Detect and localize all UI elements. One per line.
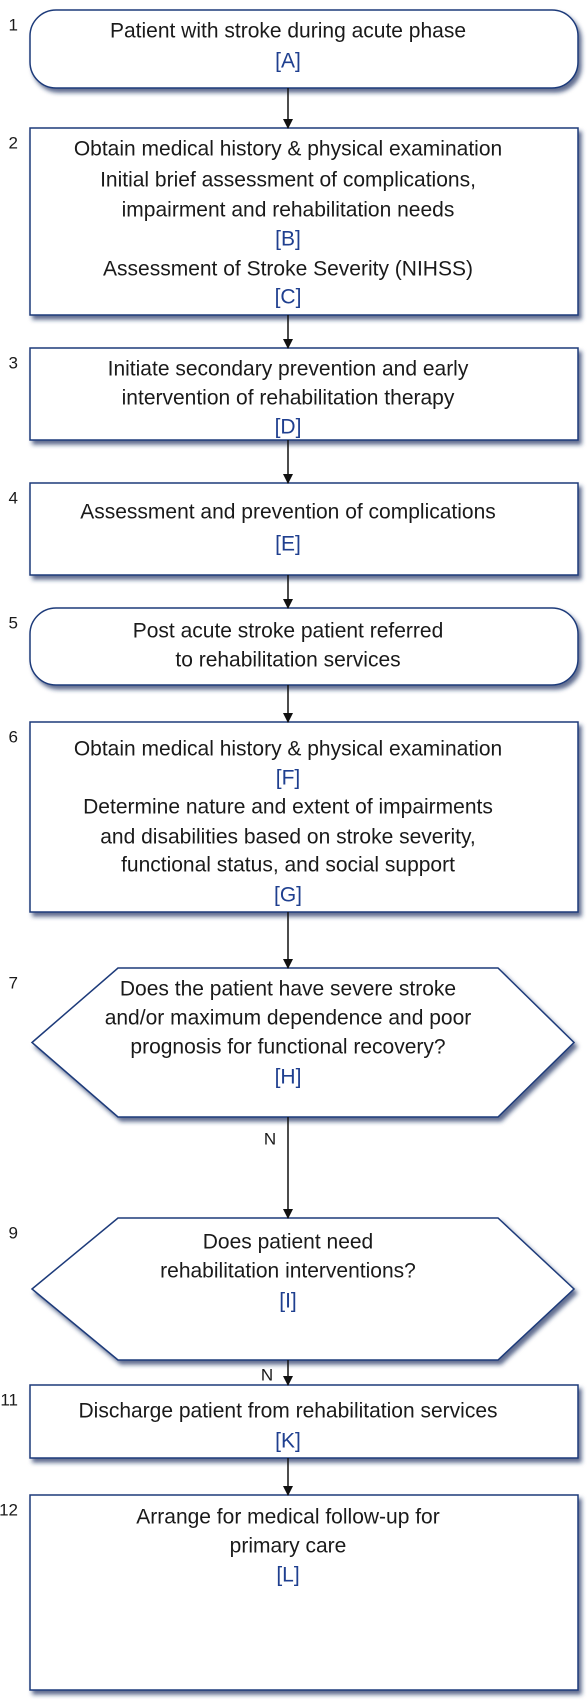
node-text: prognosis for functional recovery? bbox=[130, 1036, 445, 1059]
step-number: 9 bbox=[9, 1223, 18, 1242]
reference: [D] bbox=[275, 416, 302, 439]
step-number: 11 bbox=[0, 1390, 18, 1409]
node-text: Post acute stroke patient referred bbox=[133, 620, 444, 643]
edge-label: N bbox=[264, 1129, 276, 1148]
terminal-box bbox=[29, 9, 579, 89]
step-number: 5 bbox=[9, 613, 18, 632]
process-box bbox=[29, 127, 579, 316]
node-text: Initial brief assessment of complication… bbox=[100, 169, 476, 192]
reference: [I] bbox=[279, 1290, 297, 1313]
node-text: and/or maximum dependence and poor bbox=[105, 1007, 472, 1030]
node-text: Arrange for medical follow-up for bbox=[136, 1506, 439, 1529]
node-text: Patient with stroke during acute phase bbox=[110, 20, 466, 43]
process-box bbox=[29, 1494, 579, 1691]
decision-box bbox=[30, 967, 576, 1118]
node-text: primary care bbox=[230, 1535, 347, 1558]
reference: [G] bbox=[274, 884, 302, 907]
node-text: impairment and rehabilitation needs bbox=[122, 199, 455, 222]
process-box bbox=[29, 1384, 579, 1459]
node-text: Assessment of Stroke Severity (NIHSS) bbox=[103, 258, 473, 281]
reference: [E] bbox=[275, 533, 301, 556]
step-number: 1 bbox=[9, 15, 18, 34]
step-number: 6 bbox=[9, 727, 18, 746]
decision-box bbox=[30, 1217, 576, 1361]
node-text: to rehabilitation services bbox=[175, 649, 400, 672]
reference: [H] bbox=[275, 1066, 302, 1089]
edge-label: N bbox=[261, 1365, 273, 1384]
node-text: and disabilities based on stroke severit… bbox=[100, 826, 475, 849]
step-number: 2 bbox=[9, 133, 18, 152]
reference: [C] bbox=[275, 286, 302, 309]
node-text: Discharge patient from rehabilitation se… bbox=[78, 1400, 497, 1423]
reference: [F] bbox=[276, 767, 301, 790]
reference: [L] bbox=[276, 1564, 299, 1587]
node-text: intervention of rehabilitation therapy bbox=[122, 387, 455, 410]
node-text: Obtain medical history & physical examin… bbox=[74, 738, 502, 761]
node-text: Assessment and prevention of complicatio… bbox=[80, 501, 496, 524]
step-number: 12 bbox=[0, 1500, 18, 1519]
node-text: Does the patient have severe stroke bbox=[120, 978, 456, 1001]
process-box bbox=[29, 347, 579, 441]
step-number: 3 bbox=[9, 353, 18, 372]
node-text: rehabilitation interventions? bbox=[160, 1260, 416, 1283]
process-box bbox=[29, 482, 579, 576]
node-text: Determine nature and extent of impairmen… bbox=[83, 796, 493, 819]
reference: [B] bbox=[275, 228, 301, 251]
step-number: 4 bbox=[9, 488, 18, 507]
reference: [A] bbox=[275, 50, 301, 73]
node-text: functional status, and social support bbox=[121, 854, 455, 877]
process-box bbox=[29, 721, 579, 913]
terminal-box bbox=[29, 607, 579, 686]
reference: [K] bbox=[275, 1430, 301, 1453]
node-text: Does patient need bbox=[203, 1231, 373, 1254]
node-text: Initiate secondary prevention and early bbox=[108, 358, 469, 381]
node-text: Obtain medical history & physical examin… bbox=[74, 138, 502, 161]
step-number: 7 bbox=[9, 973, 18, 992]
